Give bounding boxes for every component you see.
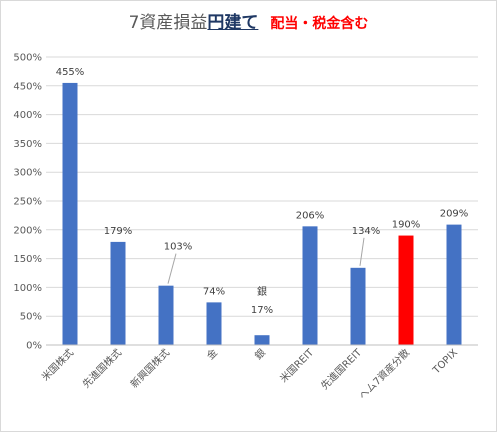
bar [158, 285, 174, 345]
data-label: 206% [296, 210, 325, 221]
y-tick-label: 400% [13, 110, 42, 121]
data-label: 74% [203, 286, 225, 297]
category-label: 米国株式 [39, 346, 76, 383]
bar [446, 224, 462, 345]
bar [254, 335, 270, 345]
chart-title-emphasis: 円建て [207, 13, 259, 33]
category-label: TOPIX [431, 347, 461, 377]
chart-title-main: 7資産損益 [128, 13, 208, 33]
y-tick-label: 300% [13, 168, 42, 179]
category-label: 銀 [252, 346, 268, 362]
category-label: 先進国株式 [80, 346, 125, 391]
y-tick-label: 450% [13, 81, 42, 92]
data-label: 179% [104, 226, 133, 237]
y-tick-label: 0% [26, 341, 42, 352]
data-label: 455% [56, 67, 85, 78]
bar [62, 82, 78, 346]
data-label: 209% [440, 209, 469, 220]
y-tick-label: 150% [13, 254, 42, 265]
y-tick-label: 350% [13, 139, 42, 150]
chart-title: 7資産損益円建て 配当・税金含む [0, 8, 497, 33]
data-label: 134% [352, 226, 381, 237]
y-tick-label: 250% [13, 197, 42, 208]
annotation-label: 銀 [257, 285, 267, 298]
category-label: 米国REIT [277, 345, 317, 385]
y-tick-label: 50% [20, 312, 42, 323]
bar [302, 226, 318, 345]
y-tick-label: 100% [13, 283, 42, 294]
bar [110, 241, 126, 345]
data-label: 103% [164, 242, 193, 253]
chart-title-note: 配当・税金含む [270, 16, 369, 32]
category-label: 金 [204, 346, 220, 362]
category-label: ヘム7資産分散 [356, 346, 412, 402]
category-label: 先進国REIT [319, 346, 365, 392]
bar [398, 235, 414, 345]
leader-line [359, 237, 365, 266]
y-tick-label: 500% [13, 53, 42, 64]
data-label: 17% [251, 305, 273, 316]
data-label: 190% [392, 220, 421, 231]
bar [350, 267, 366, 345]
y-tick-label: 200% [13, 225, 42, 236]
bar [206, 302, 222, 345]
leader-line [167, 253, 177, 284]
category-label: 新興国株式 [128, 346, 173, 391]
